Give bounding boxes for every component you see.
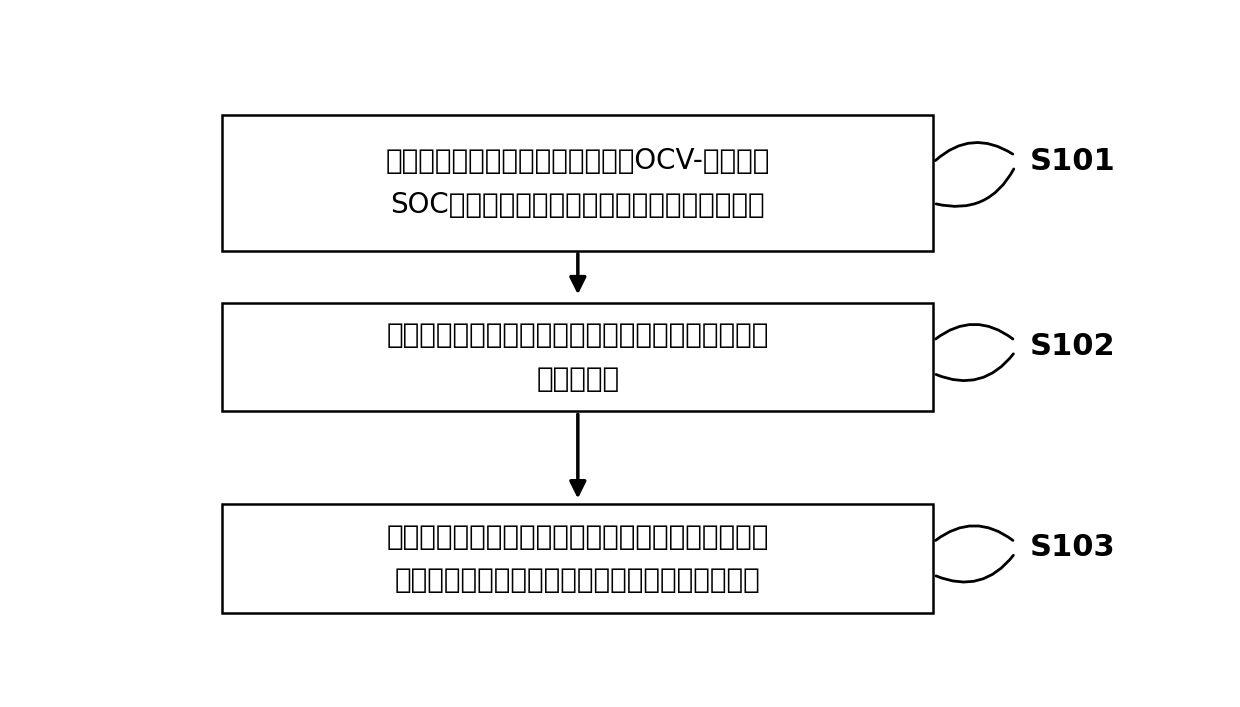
Text: S103: S103 — [1029, 533, 1115, 562]
Text: 根据目标时间间隔对应的开路电压OCV-剩余电量
SOC曲线计算目标时刻每个电池单体的剩余电量: 根据目标时间间隔对应的开路电压OCV-剩余电量 SOC曲线计算目标时刻每个电池单… — [386, 147, 770, 218]
Bar — [222, 115, 934, 251]
Text: S101: S101 — [1029, 146, 1115, 175]
Text: S102: S102 — [1029, 332, 1115, 361]
Text: 计算每个电池单体的剩余电量与参照电池单体的剩余
电量的差值: 计算每个电池单体的剩余电量与参照电池单体的剩余 电量的差值 — [387, 322, 769, 392]
Text: 若存在目标电池单体的剩余电量与所述参照电池单体
的剩余电量的差值大于或等于第一阈值，开启均衡: 若存在目标电池单体的剩余电量与所述参照电池单体 的剩余电量的差值大于或等于第一阈… — [387, 522, 769, 594]
Bar — [222, 504, 934, 613]
Bar — [222, 303, 934, 411]
